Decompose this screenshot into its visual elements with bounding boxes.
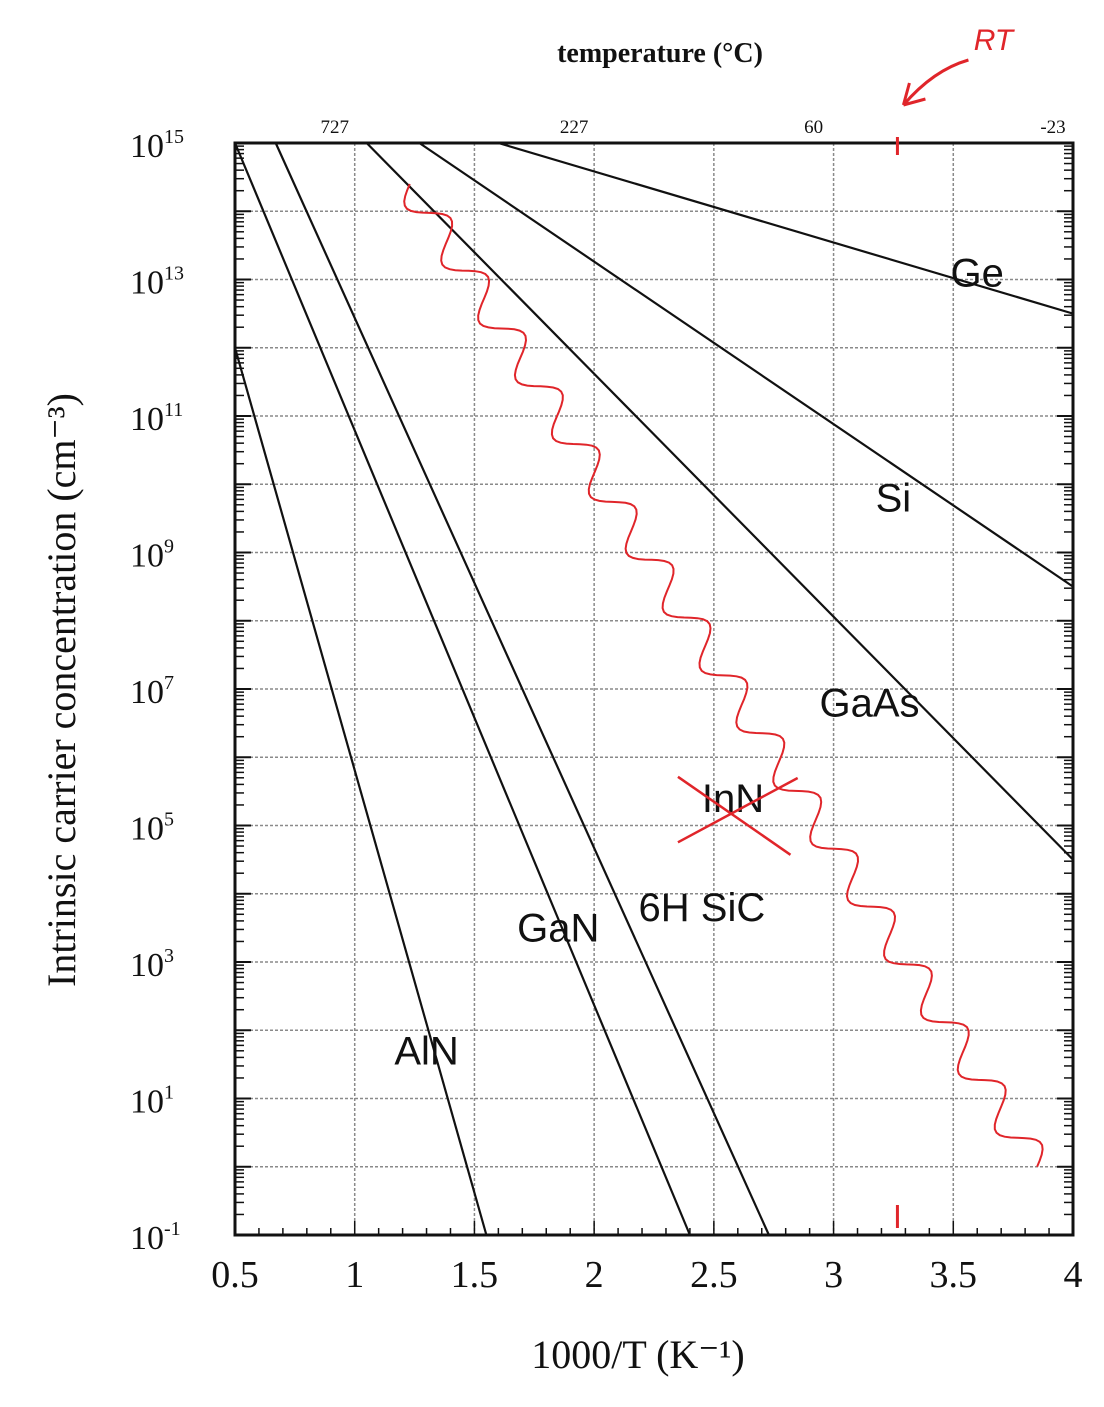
x-tick-labels: 0.5 1 1.5 2 2.5 3 3.5 4 [211,1254,1082,1296]
y-tick-base: 10 [130,1220,164,1257]
curve-label-gaas: GaAs [819,681,919,725]
curves [233,141,1074,1236]
annotation-rt-label: RT [974,24,1016,57]
y-tick-label: 105 [130,809,174,848]
y-tick-label: 109 [130,536,174,575]
strike-line [677,776,799,844]
y-tick-exponent: 13 [164,263,184,285]
y-tick-label: 1011 [130,399,183,438]
top-tick-labels: 727 227 60 -23 [320,117,1065,138]
y-tick-base: 10 [130,401,164,438]
y-tick-base: 10 [130,1084,164,1121]
x-tick-label: 4 [1064,1254,1083,1296]
curve-label-si: Si [876,477,912,521]
series-6h-sic-line [274,142,770,1236]
minor-ticks [234,145,1074,1236]
series-si-line [418,142,1074,588]
y-tick-base: 10 [130,947,164,984]
y-axis-label: Intrinsic carrier concentration (cm⁻³) [39,393,84,987]
y-tick-label: 103 [130,945,174,984]
series-aln-line [233,347,488,1236]
top-tick-label: 60 [804,117,823,138]
plot-frame [233,141,1075,1237]
y-tick-exponent: 7 [164,672,174,694]
annotation-arrow [902,58,969,106]
series-ge-line [498,141,1074,315]
y-tick-base: 10 [130,538,164,575]
x-tick-label: 1 [345,1254,364,1296]
y-tick-exponent: 15 [164,126,184,148]
series-inn-line [403,183,1044,1168]
strike-line [677,775,792,856]
y-tick-label: 107 [130,672,174,711]
y-tick-label: 101 [130,1082,174,1121]
y-tick-label: 1013 [130,263,184,302]
x-tick-label: 1.5 [451,1254,499,1296]
top-axis-label: temperature (°C) [557,38,763,69]
annotations: RT [677,24,1016,1228]
y-tick-exponent: 5 [164,809,174,831]
y-tick-base: 10 [130,128,164,165]
y-tick-exponent: 3 [164,945,174,967]
curve-label-aln: AlN [394,1029,458,1073]
x-tick-label: 3 [824,1254,843,1296]
x-tick-label: 0.5 [211,1254,259,1296]
curve-label-ge: Ge [951,251,1004,295]
y-tick-base: 10 [130,674,164,711]
series-gan-line [233,142,691,1236]
series-gaas-line [365,142,1074,861]
y-tick-base: 10 [130,265,164,302]
x-tick-label: 3.5 [930,1254,978,1296]
top-tick-label: 727 [320,117,349,138]
y-tick-exponent: 11 [164,399,183,421]
x-tick-label: 2 [585,1254,604,1296]
x-axis-label: 1000/T (K⁻¹) [531,1332,744,1377]
y-tick-exponent: -1 [164,1218,181,1240]
curve-label-6h-sic: 6H SiC [639,886,766,930]
annotation-arrowhead [901,82,926,107]
y-tick-label: 10-1 [130,1218,181,1257]
top-tick-label: 227 [560,117,589,138]
y-tick-exponent: 1 [164,1082,174,1104]
top-tick-label: -23 [1040,117,1065,138]
curve-label-gan: GaN [517,907,599,951]
y-tick-label: 1015 [130,126,184,165]
y-tick-exponent: 9 [164,536,174,558]
grid [235,143,1073,1235]
x-tick-label: 2.5 [690,1254,738,1296]
y-tick-base: 10 [130,811,164,848]
